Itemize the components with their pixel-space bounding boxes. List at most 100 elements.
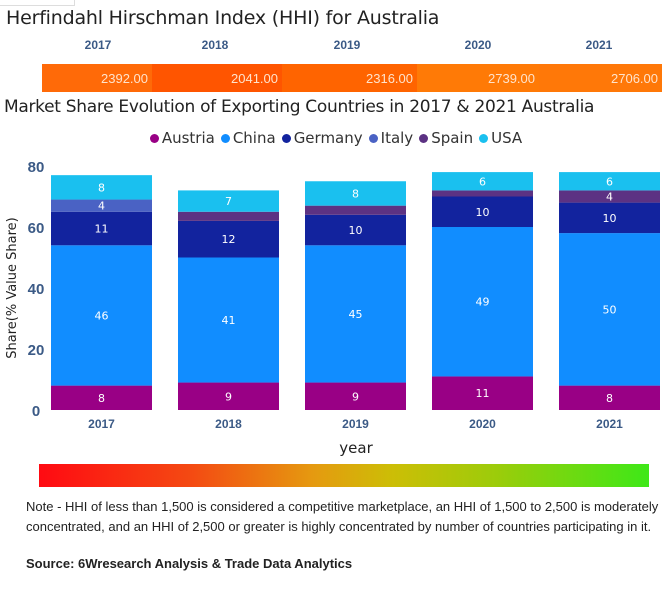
data-label: 8: [98, 181, 105, 194]
y-tick-label: 20: [28, 342, 45, 359]
data-label: 4: [606, 191, 613, 204]
hhi-value-2017: 2392.00: [101, 70, 148, 86]
hhi-value-2021: 2706.00: [611, 70, 658, 86]
data-label: 41: [222, 314, 236, 327]
bar-segment-china-2019[interactable]: [305, 245, 406, 383]
bar-segment-spain-2019[interactable]: [305, 205, 406, 215]
bar-segment-austria-2018[interactable]: [178, 382, 279, 410]
data-label: 46: [95, 309, 109, 322]
legend-item-italy[interactable]: Italy: [368, 129, 414, 147]
bar-segment-spain-2020[interactable]: [432, 190, 533, 197]
source-text: Source: 6Wresearch Analysis & Trade Data…: [26, 556, 353, 571]
legend-dot-icon: [149, 133, 159, 143]
hhi-title: Herfindahl Hirschman Index (HHI) for Aus…: [6, 7, 440, 29]
x-axis-title: year: [339, 439, 373, 457]
bar-segment-usa-2017[interactable]: [51, 175, 152, 200]
bar-segment-austria-2019[interactable]: [305, 382, 406, 410]
bar-segment-usa-2019[interactable]: [305, 181, 406, 206]
chart-title: Market Share Evolution of Exporting Coun…: [4, 97, 595, 117]
legend-dot-icon: [419, 133, 429, 143]
bar-segment-usa-2020[interactable]: [432, 172, 533, 191]
data-label: 10: [349, 224, 363, 237]
legend-label: Germany: [293, 129, 363, 147]
hhi-color-scale: [39, 464, 649, 487]
y-axis-title: Share(% Value Share): [5, 217, 20, 359]
hhi-value-bar: 2392.00 2041.00 2316.00 2739.00 2706.00: [42, 64, 662, 92]
chart-legend: Austria China Germany Italy Spain USA: [0, 129, 672, 147]
data-label: 8: [606, 392, 613, 405]
bar-segment-germany-2020[interactable]: [432, 196, 533, 228]
bar-segment-china-2017[interactable]: [51, 245, 152, 386]
legend-dot-icon: [368, 133, 378, 143]
data-label: 8: [352, 187, 359, 200]
x-tick-label: 2017: [88, 417, 115, 431]
legend-dot-icon: [281, 133, 291, 143]
y-tick-label: 60: [28, 220, 45, 237]
hhi-year-2019: 2019: [333, 38, 361, 52]
corner-frame: [0, 0, 75, 6]
legend-item-china[interactable]: China: [220, 129, 276, 147]
data-label: 8: [98, 392, 105, 405]
legend-item-austria[interactable]: Austria: [149, 129, 215, 147]
data-label: 9: [352, 390, 359, 403]
bar-segment-china-2020[interactable]: [432, 227, 533, 377]
bar-segment-germany-2017[interactable]: [51, 211, 152, 246]
bar-segment-spain-2018[interactable]: [178, 211, 279, 221]
legend-label: China: [232, 129, 276, 147]
x-tick-label: 2019: [342, 417, 369, 431]
hhi-cell-2018: 2041.00: [152, 64, 282, 92]
hhi-year-2017: 2017: [84, 38, 112, 52]
note-text: Note - HHI of less than 1,500 is conside…: [26, 499, 659, 534]
legend-item-spain[interactable]: Spain: [419, 129, 473, 147]
legend-item-usa[interactable]: USA: [479, 129, 522, 147]
bar-segment-spain-2021[interactable]: [559, 190, 660, 203]
legend-label: Spain: [431, 129, 474, 147]
bar-segment-germany-2019[interactable]: [305, 214, 406, 246]
hhi-cell-2017: 2392.00: [42, 64, 152, 92]
data-label: 10: [476, 206, 490, 219]
y-tick-label: 40: [28, 281, 45, 298]
bar-segment-usa-2021[interactable]: [559, 172, 660, 191]
data-label: 49: [476, 296, 490, 309]
data-label: 11: [95, 223, 109, 236]
legend-label: Italy: [380, 129, 414, 147]
bar-segment-austria-2020[interactable]: [432, 376, 533, 410]
y-tick-label: 0: [32, 403, 40, 420]
hhi-value-2018: 2041.00: [231, 70, 278, 86]
x-tick-label: 2018: [215, 417, 242, 431]
hhi-year-2020: 2020: [464, 38, 492, 52]
bar-segment-germany-2018[interactable]: [178, 220, 279, 258]
data-label: 4: [98, 200, 105, 213]
hhi-value-2019: 2316.00: [366, 70, 413, 86]
legend-label: USA: [491, 129, 523, 147]
data-label: 12: [222, 233, 236, 246]
bar-segment-china-2021[interactable]: [559, 233, 660, 386]
hhi-cell-2021: 2706.00: [539, 64, 662, 92]
hhi-year-2018: 2018: [201, 38, 229, 52]
legend-dot-icon: [220, 133, 230, 143]
data-label: 6: [479, 175, 486, 188]
bar-segment-germany-2021[interactable]: [559, 202, 660, 234]
hhi-cell-2020: 2739.00: [417, 64, 539, 92]
x-tick-label: 2021: [596, 417, 623, 431]
hhi-cell-2019: 2316.00: [282, 64, 417, 92]
data-label: 50: [603, 303, 617, 316]
data-label: 6: [606, 175, 613, 188]
legend-label: Austria: [161, 129, 215, 147]
data-label: 11: [476, 387, 490, 400]
data-label: 9: [225, 390, 232, 403]
hhi-year-2021: 2021: [585, 38, 613, 52]
data-label: 45: [349, 308, 363, 321]
bar-segment-austria-2017[interactable]: [51, 385, 152, 410]
bar-segment-austria-2021[interactable]: [559, 385, 660, 410]
bar-segment-usa-2018[interactable]: [178, 190, 279, 212]
data-label: 7: [225, 195, 232, 208]
bar-segment-china-2018[interactable]: [178, 257, 279, 383]
y-tick-label: 80: [28, 159, 45, 176]
data-label: 10: [603, 212, 617, 225]
hhi-value-2020: 2739.00: [488, 70, 535, 86]
x-tick-label: 2020: [469, 417, 496, 431]
bar-segment-italy-2017[interactable]: [51, 199, 152, 212]
legend-item-germany[interactable]: Germany: [281, 129, 363, 147]
